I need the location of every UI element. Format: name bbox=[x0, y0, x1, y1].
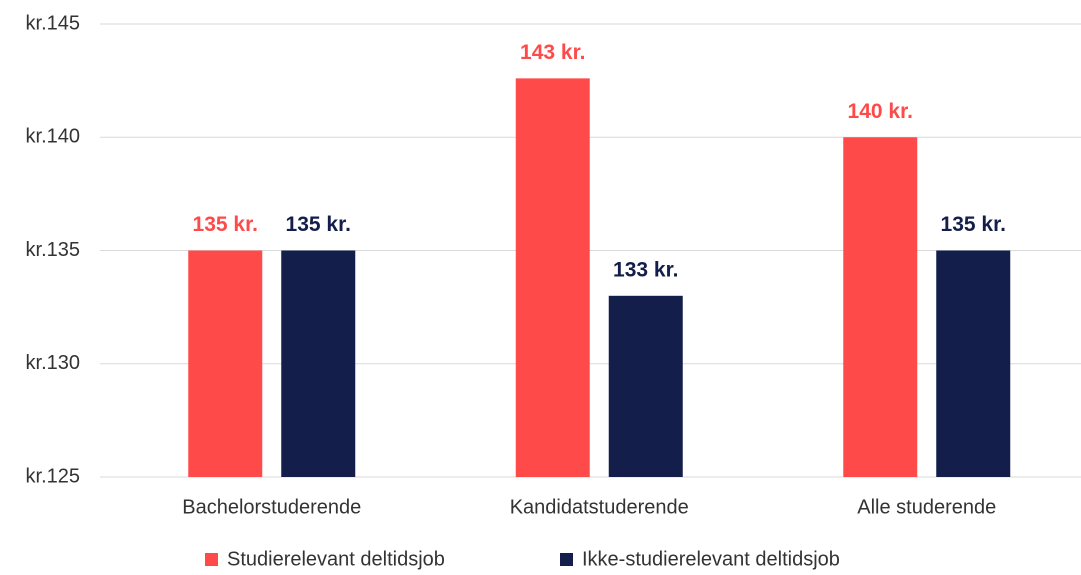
x-tick-label: Bachelorstuderende bbox=[182, 496, 361, 518]
legend-swatch bbox=[205, 553, 218, 566]
value-label: 140 kr. bbox=[848, 100, 913, 123]
bar bbox=[843, 137, 918, 477]
bar bbox=[281, 250, 356, 477]
x-tick-label: Alle studerende bbox=[857, 496, 996, 518]
value-label: 135 kr. bbox=[941, 213, 1006, 236]
bar bbox=[608, 295, 683, 477]
value-label: 135 kr. bbox=[286, 213, 351, 236]
x-tick-label: Kandidatstuderende bbox=[510, 496, 689, 518]
legend-label: Ikke-studierelevant deltidsjob bbox=[582, 548, 840, 570]
bar bbox=[936, 250, 1011, 477]
y-tick-label: kr.125 bbox=[26, 465, 80, 487]
legend-label: Studierelevant deltidsjob bbox=[227, 548, 445, 570]
y-tick-label: kr.145 bbox=[26, 12, 80, 34]
bar bbox=[515, 78, 590, 478]
value-label: 133 kr. bbox=[613, 258, 678, 281]
bar bbox=[188, 250, 263, 477]
legend-swatch bbox=[560, 553, 573, 566]
value-label: 135 kr. bbox=[193, 213, 258, 236]
y-tick-label: kr.130 bbox=[26, 352, 80, 374]
y-tick-label: kr.135 bbox=[26, 239, 80, 261]
value-label: 143 kr. bbox=[520, 41, 585, 64]
y-tick-label: kr.140 bbox=[26, 126, 80, 148]
